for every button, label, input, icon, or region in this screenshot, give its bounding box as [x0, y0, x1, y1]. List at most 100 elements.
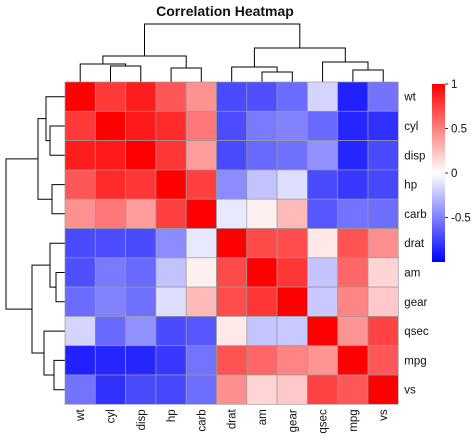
heatmap-cell-wt-drat: [216, 81, 248, 112]
heatmap-cell-wt-qsec: [307, 81, 339, 112]
heatmap-cell-am-vs: [367, 257, 399, 288]
heatmap-cell-gear-carb: [185, 286, 217, 317]
heatmap-cell-disp-am: [246, 140, 278, 171]
heatmap-cell-disp-vs: [367, 140, 399, 171]
row-label: drat: [404, 238, 425, 250]
dendrogram-link: [261, 71, 293, 82]
column-labels: wt cyl disp hp carb drat am gear qsec mpg vs: [75, 408, 390, 433]
heatmap-cell-cyl-qsec: [307, 110, 339, 141]
legend-colorbar: [432, 84, 445, 262]
heatmap-cell-qsec-qsec: [307, 316, 339, 347]
heatmap-cell-cyl-gear: [276, 110, 308, 141]
heatmap-cell-qsec-am: [246, 316, 278, 347]
heatmap-cell-hp-gear: [276, 169, 308, 200]
heatmap-cell-am-carb: [185, 257, 217, 288]
heatmap-cell-disp-disp: [125, 140, 157, 171]
row-label: am: [404, 268, 420, 280]
heatmap-cell-hp-qsec: [307, 169, 339, 200]
heatmap-cell-mpg-qsec: [307, 345, 339, 376]
dendrogram-link: [55, 272, 65, 303]
heatmap-cell-vs-am: [246, 374, 278, 405]
heatmap-cell-am-disp: [125, 257, 157, 288]
column-label: disp: [136, 409, 148, 430]
heatmap-cell-wt-cyl: [94, 81, 126, 112]
row-label: cyl: [404, 121, 418, 133]
heatmap-cell-cyl-mpg: [337, 110, 369, 141]
heatmap-cell-qsec-disp: [125, 316, 157, 347]
heatmap-cell-drat-mpg: [337, 228, 369, 259]
dendrogram-link: [51, 184, 65, 215]
heatmap-cell-wt-gear: [276, 81, 308, 112]
dendrogram-link: [49, 242, 65, 288]
heatmap-cell-wt-vs: [367, 81, 399, 112]
heatmap-cell-wt-am: [246, 81, 278, 112]
heatmap-cell-gear-gear: [276, 286, 308, 317]
heatmap-cell-mpg-mpg: [337, 345, 369, 376]
heatmap-cell-vs-drat: [216, 374, 248, 405]
heatmap-cell-carb-am: [246, 198, 278, 229]
heatmap-cell-gear-am: [246, 286, 278, 317]
row-label: hp: [404, 180, 417, 192]
heatmap-cell-hp-cyl: [94, 169, 126, 200]
column-label: gear: [287, 409, 299, 432]
heatmap-cell-am-mpg: [337, 257, 369, 288]
heatmap-cell-vs-qsec: [307, 374, 339, 405]
column-label: wt: [75, 408, 87, 421]
column-label: carb: [196, 409, 208, 431]
heatmap-cell-mpg-disp: [125, 345, 157, 376]
row-labels: wt cyl disp hp carb drat am gear qsec mpg vs: [403, 92, 429, 397]
heatmap-cell-disp-mpg: [337, 140, 369, 171]
heatmap-cell-drat-drat: [216, 228, 248, 259]
dendrogram-link: [49, 125, 65, 156]
heatmap-cell-gear-cyl: [94, 286, 126, 317]
dendrogram-link: [144, 23, 301, 56]
heatmap-cell-cyl-disp: [125, 110, 157, 141]
heatmap-cell-vs-hp: [155, 374, 187, 405]
heatmap-cell-wt-disp: [125, 81, 157, 112]
heatmap-cell-disp-cyl: [94, 140, 126, 171]
heatmap-cell-gear-vs: [367, 286, 399, 317]
column-dendrogram: [79, 23, 384, 82]
heatmap-cell-qsec-carb: [185, 316, 217, 347]
row-label: wt: [403, 92, 416, 104]
column-label: drat: [227, 409, 239, 430]
heatmap-cell-cyl-wt: [64, 110, 96, 141]
heatmap-cell-hp-carb: [185, 169, 217, 200]
heatmap-cell-qsec-drat: [216, 316, 248, 347]
heatmap-cell-hp-hp: [155, 169, 187, 200]
heatmap-cell-gear-drat: [216, 286, 248, 317]
heatmap-cell-carb-cyl: [94, 198, 126, 229]
heatmap-cell-disp-drat: [216, 140, 248, 171]
legend-tick-label: 1: [451, 79, 457, 91]
heatmap-cell-hp-vs: [367, 169, 399, 200]
heatmap-cell-carb-hp: [155, 198, 187, 229]
dendrogram-link: [79, 63, 127, 82]
heatmap-cell-disp-gear: [276, 140, 308, 171]
heatmap-cell-cyl-hp: [155, 110, 187, 141]
dendrogram-link: [352, 69, 384, 82]
heatmap-cell-hp-disp: [125, 169, 157, 200]
heatmap-cell-vs-gear: [276, 374, 308, 405]
heatmap-cell-qsec-mpg: [337, 316, 369, 347]
row-label: carb: [404, 209, 426, 221]
heatmap-cell-qsec-vs: [367, 316, 399, 347]
column-label: vs: [378, 409, 390, 421]
heatmap-cell-qsec-hp: [155, 316, 187, 347]
heatmap-cell-cyl-am: [246, 110, 278, 141]
heatmap-cell-drat-hp: [155, 228, 187, 259]
dendrogram-link: [45, 96, 65, 142]
dendrogram-link: [31, 264, 50, 354]
heatmap-cell-mpg-vs: [367, 345, 399, 376]
heatmap-cell-drat-qsec: [307, 228, 339, 259]
row-dendrogram: [5, 96, 65, 391]
column-label: am: [257, 409, 269, 425]
heatmap-cell-cyl-vs: [367, 110, 399, 141]
heatmap-cell-am-am: [246, 257, 278, 288]
heatmap-cell-vs-vs: [367, 374, 399, 405]
heatmap-cell-am-cyl: [94, 257, 126, 288]
row-label: vs: [404, 385, 416, 397]
heatmap-cell-vs-disp: [125, 374, 157, 405]
heatmap-cell-am-drat: [216, 257, 248, 288]
heatmap-cell-mpg-drat: [216, 345, 248, 376]
heatmap-cell-vs-cyl: [94, 374, 126, 405]
